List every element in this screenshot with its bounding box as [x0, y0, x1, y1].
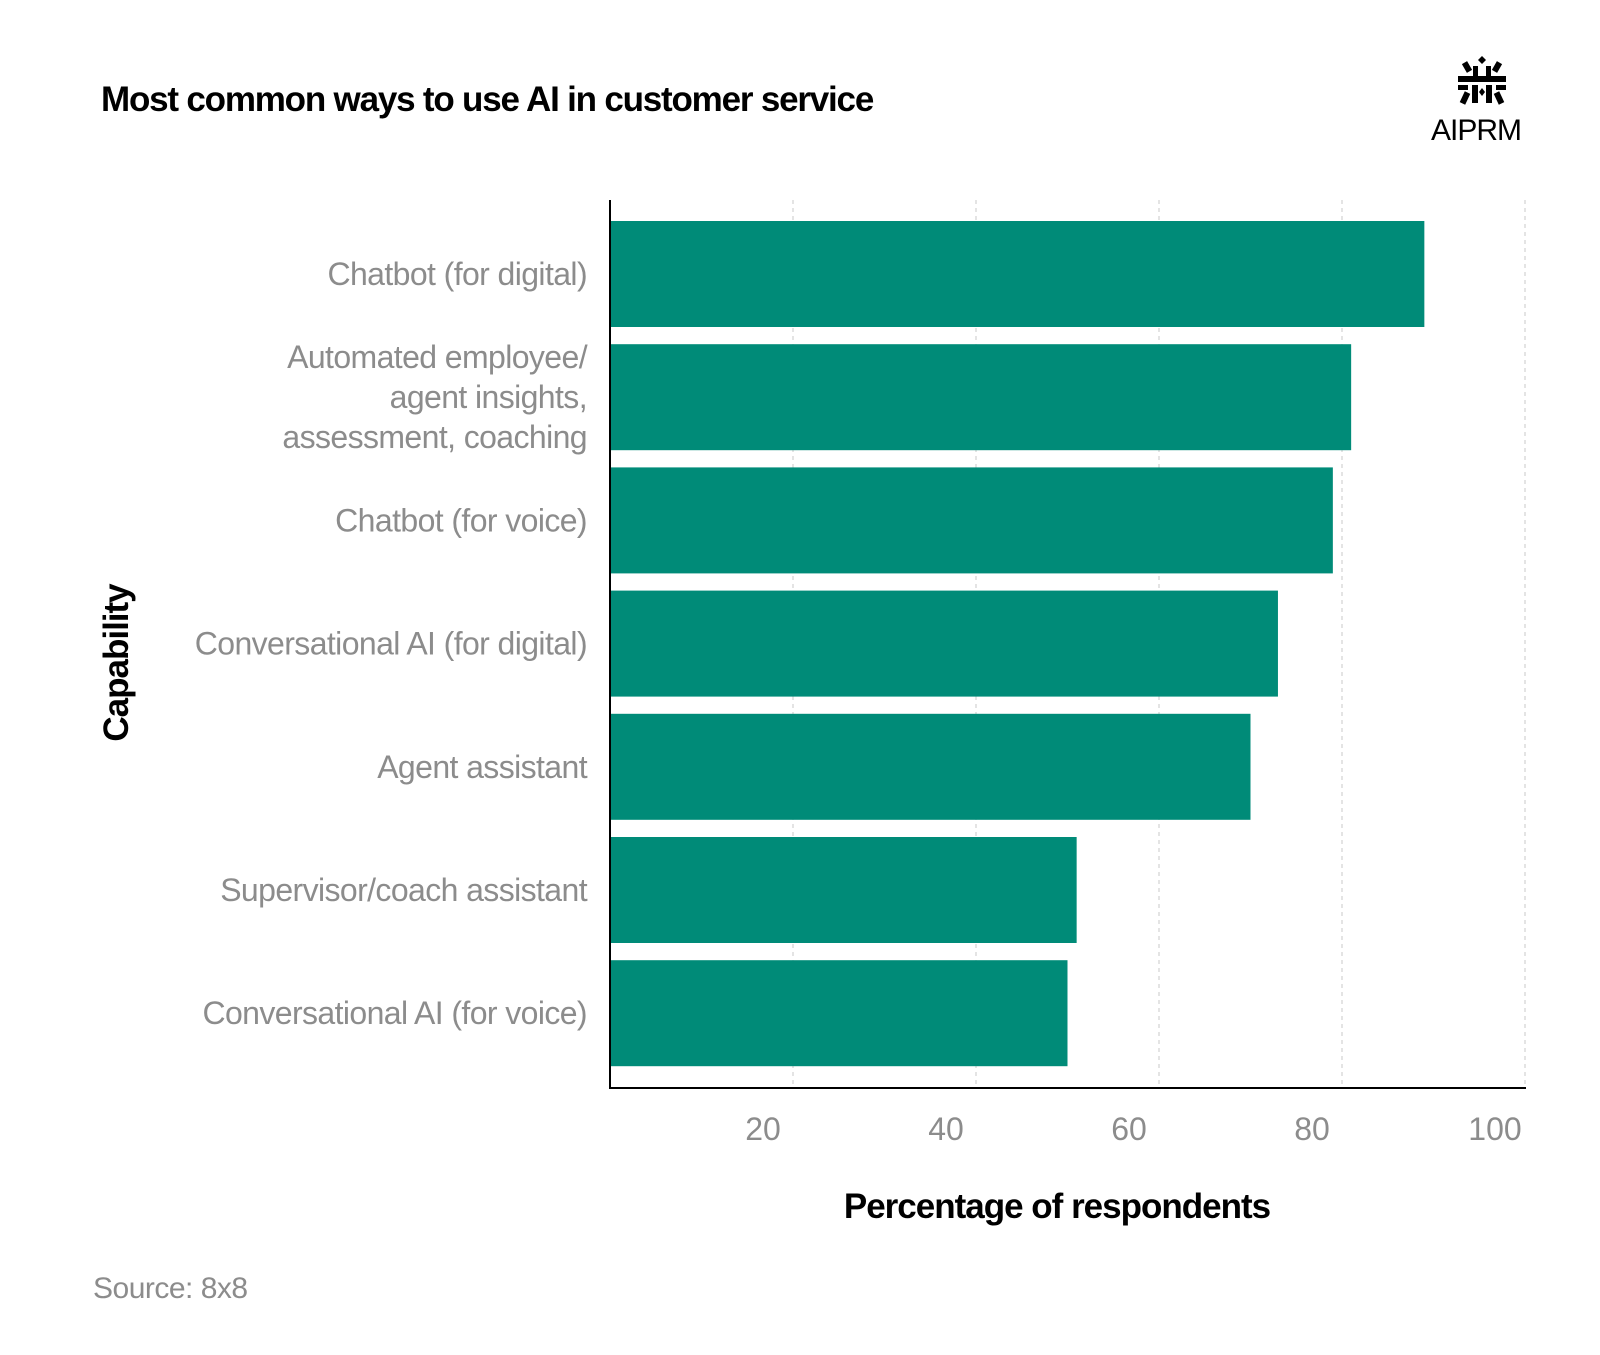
category-label-2-line-0: Chatbot (for voice) [335, 502, 587, 538]
category-label-1-line-0: Automated employee/ [287, 339, 588, 375]
bar-0 [610, 221, 1425, 327]
category-label-1: Automated employee/agent insights, assess… [282, 339, 587, 455]
category-label-2: Chatbot (for voice) [335, 502, 587, 538]
brand-logo: AIPRM [1426, 50, 1546, 150]
bar-3 [610, 590, 1278, 697]
bar-4 [610, 713, 1251, 820]
y-axis-title: Capability [97, 583, 136, 742]
category-label-4-line-0: Agent assistant [377, 749, 588, 785]
category-label-1-line-1: agent insights, [390, 379, 587, 415]
bar-5 [610, 837, 1077, 943]
x-axis-title: Percentage of respondents [844, 1187, 1271, 1226]
category-label-1-line-2: assessment, coaching [282, 419, 587, 455]
logo-text: AIPRM [1430, 114, 1522, 147]
category-label-5-line-0: Supervisor/coach assistant [220, 872, 588, 908]
bar-6 [610, 960, 1068, 1067]
category-label-5: Supervisor/coach assistant [220, 872, 588, 908]
source-value: 8x8 [200, 1272, 248, 1305]
x-tick-label-1: 40 [928, 1111, 964, 1147]
category-label-6-line-0: Conversational AI (for voice) [202, 995, 587, 1031]
chart-title: Most common ways to use AI in customer s… [101, 80, 874, 119]
x-tick-label-2: 60 [1111, 1111, 1147, 1147]
category-label-0-line-0: Chatbot (for digital) [327, 256, 587, 292]
x-tick-label-0: 20 [745, 1111, 781, 1147]
source-label: Source: [93, 1272, 193, 1305]
category-label-6: Conversational AI (for voice) [202, 995, 587, 1031]
x-tick-label-4: 100 [1468, 1111, 1521, 1147]
category-label-4: Agent assistant [377, 749, 588, 785]
aiprm-logo-icon [1458, 56, 1506, 105]
x-tick-label-3: 80 [1294, 1111, 1330, 1147]
source-note: Source: 8x8 [93, 1272, 248, 1306]
bar-2 [610, 467, 1333, 574]
bar-1 [610, 344, 1352, 451]
category-label-0: Chatbot (for digital) [327, 256, 587, 292]
category-label-3-line-0: Conversational AI (for digital) [195, 626, 587, 662]
category-label-3: Conversational AI (for digital) [195, 626, 587, 662]
